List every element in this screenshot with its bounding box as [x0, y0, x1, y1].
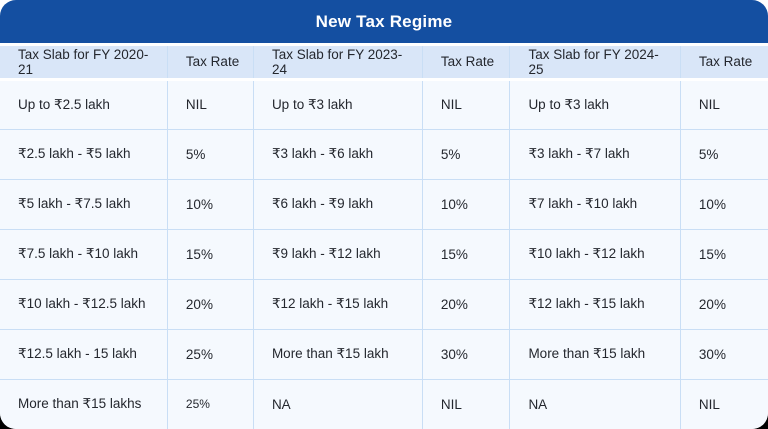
tax-rate-cell: NIL — [680, 378, 768, 429]
tax-slab-cell: ₹5 lakh - ₹7.5 lakh — [0, 178, 168, 229]
tax-table-body: Up to ₹2.5 lakh NIL Up to ₹3 lakh NIL Up to … — [0, 79, 768, 429]
tax-slab-cell: ₹10 lakh - ₹12 lakh — [509, 228, 681, 279]
tax-rate-cell: 20% — [422, 278, 511, 329]
tax-rate-cell: 15% — [422, 228, 511, 279]
tax-slab-cell: Up to ₹2.5 lakh — [0, 79, 168, 129]
tax-slab-cell: More than ₹15 lakh — [253, 328, 423, 379]
header-row: Tax Slab for FY 2020-21 Tax Rate Tax Slab … — [0, 46, 768, 81]
tax-slab-cell: Up to ₹3 lakh — [509, 79, 681, 129]
table-row: More than ₹15 lakhs 25% NA NIL NA NIL — [0, 378, 768, 429]
column-header-tax-slab: Tax Slab for FY 2024-25 — [509, 46, 681, 81]
tax-slab-cell: ₹12.5 lakh - 15 lakh — [0, 328, 168, 379]
card-title: New Tax Regime — [315, 11, 453, 31]
table-row: Up to ₹2.5 lakh NIL Up to ₹3 lakh NIL Up to … — [0, 79, 768, 129]
tax-slab-cell: NA — [253, 378, 423, 429]
tax-table: Tax Slab for FY 2020-21 Tax Rate Tax Slab … — [0, 46, 768, 429]
tax-rate-cell: 10% — [422, 178, 511, 229]
column-header-tax-rate: Tax Rate — [422, 46, 511, 81]
column-header-tax-rate: Tax Rate — [680, 46, 768, 81]
table-row: ₹12.5 lakh - 15 lakh 25% More than ₹15 lak… — [0, 328, 768, 379]
tax-slab-cell: Up to ₹3 lakh — [253, 79, 423, 129]
tax-rate-cell: NIL — [422, 378, 511, 429]
tax-rate-cell: 25% — [167, 378, 254, 429]
tax-slab-cell: ₹12 lakh - ₹15 lakh — [253, 278, 423, 329]
tax-rate-cell: 10% — [167, 178, 254, 229]
tax-rate-cell: NIL — [680, 79, 768, 129]
tax-slab-cell: ₹12 lakh - ₹15 lakh — [509, 278, 681, 329]
tax-rate-cell: 5% — [680, 128, 768, 179]
tax-slab-cell: NA — [509, 378, 681, 429]
tax-rate-cell: 30% — [422, 328, 511, 379]
column-header-tax-rate: Tax Rate — [167, 46, 254, 81]
tax-rate-cell: 10% — [680, 178, 768, 229]
tax-slab-cell: More than ₹15 lakhs — [0, 378, 168, 429]
table-row: ₹7.5 lakh - ₹10 lakh 15% ₹9 lakh - ₹12 lak… — [0, 228, 768, 279]
table-row: ₹10 lakh - ₹12.5 lakh 20% ₹12 lakh - ₹15 l… — [0, 278, 768, 329]
tax-slab-cell: ₹3 lakh - ₹6 lakh — [253, 128, 423, 179]
column-header-tax-slab: Tax Slab for FY 2020-21 — [0, 46, 168, 81]
tax-rate-cell: NIL — [167, 79, 254, 129]
tax-rate-cell: NIL — [422, 79, 511, 129]
tax-rate-cell: 20% — [167, 278, 254, 329]
tax-slab-cell: ₹3 lakh - ₹7 lakh — [509, 128, 681, 179]
tax-rate-cell: 5% — [422, 128, 511, 179]
tax-rate-cell: 25% — [167, 328, 254, 379]
tax-slab-cell: ₹7 lakh - ₹10 lakh — [509, 178, 681, 229]
tax-rate-cell: 15% — [680, 228, 768, 279]
card-title-bar: New Tax Regime — [0, 0, 768, 46]
table-row: ₹2.5 lakh - ₹5 lakh 5% ₹3 lakh - ₹6 lakh 5%… — [0, 128, 768, 179]
tax-slab-cell: More than ₹15 lakh — [509, 328, 681, 379]
tax-slab-cell: ₹2.5 lakh - ₹5 lakh — [0, 128, 168, 179]
column-header-tax-slab: Tax Slab for FY 2023-24 — [253, 46, 423, 81]
tax-rate-cell: 30% — [680, 328, 768, 379]
tax-slab-cell: ₹7.5 lakh - ₹10 lakh — [0, 228, 168, 279]
tax-rate-cell: 15% — [167, 228, 254, 279]
tax-table-head: Tax Slab for FY 2020-21 Tax Rate Tax Slab … — [0, 46, 768, 81]
tax-rate-cell: 20% — [680, 278, 768, 329]
tax-rate-cell: 5% — [167, 128, 254, 179]
tax-slab-cell: ₹6 lakh - ₹9 lakh — [253, 178, 423, 229]
table-row: ₹5 lakh - ₹7.5 lakh 10% ₹6 lakh - ₹9 lakh 1… — [0, 178, 768, 229]
tax-slab-cell: ₹10 lakh - ₹12.5 lakh — [0, 278, 168, 329]
tax-slab-cell: ₹9 lakh - ₹12 lakh — [253, 228, 423, 279]
